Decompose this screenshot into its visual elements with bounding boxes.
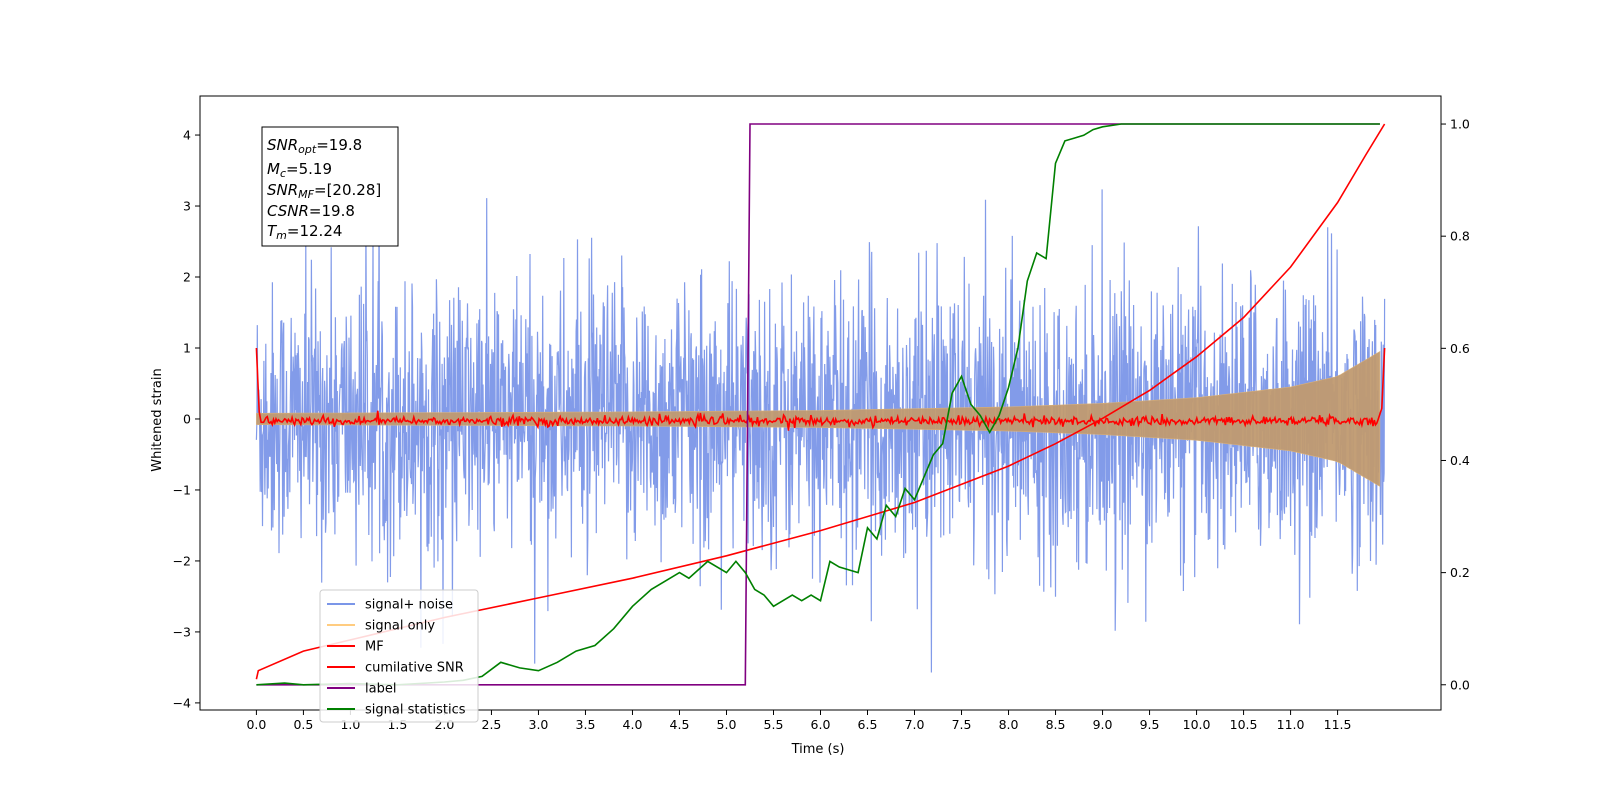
annotation-box: SNRopt=19.8 Mc=5.19 SNRMF=[20.28] CSNR=1… xyxy=(261,126,399,247)
x-tick-label: 2.5 xyxy=(482,717,502,732)
x-tick-label: 11.5 xyxy=(1324,717,1352,732)
x-tick-label: 9.5 xyxy=(1140,717,1160,732)
x-tick-label: 4.0 xyxy=(623,717,643,732)
legend-label: signal statistics xyxy=(365,703,466,718)
y-tick-label: −1 xyxy=(173,482,191,497)
series-signal-only-band xyxy=(256,350,1381,487)
series-mf-line xyxy=(255,347,1386,431)
x-tick-label: 3.0 xyxy=(529,717,549,732)
legend: signal+ noise signal only MF cumilative SNR… xyxy=(319,589,479,723)
x-axis-label: Time (s) xyxy=(791,742,845,757)
y-tick-label: −3 xyxy=(173,624,191,639)
annotation-snr-opt: SNRopt=19.8 xyxy=(267,136,362,156)
x-tick-label: 11.0 xyxy=(1277,717,1305,732)
x-tick-label: 8.5 xyxy=(1046,717,1066,732)
x-tick-label: 3.5 xyxy=(576,717,596,732)
x-tick-label: 0.0 xyxy=(246,717,266,732)
series-signal-noise-line xyxy=(255,162,1386,673)
x-tick-label: 8.0 xyxy=(999,717,1019,732)
legend-label: label xyxy=(365,682,396,697)
y-axis-right: 1.0 0.8 0.6 0.4 0.2 0.0 xyxy=(1441,117,1470,692)
annotation-snr-mf: SNRMF=[20.28] xyxy=(267,181,381,201)
y-tick-label: 2 xyxy=(183,270,191,285)
y2-tick-label: 1.0 xyxy=(1450,117,1470,132)
y-axis-left: 4 3 2 1 0 −1 −2 −3 −4 xyxy=(173,128,200,710)
x-tick-label: 6.0 xyxy=(811,717,831,732)
legend-label: MF xyxy=(365,640,384,655)
x-tick-label: 7.5 xyxy=(952,717,972,732)
x-tick-label: 10.5 xyxy=(1230,717,1258,732)
annotation-mc: Mc=5.19 xyxy=(267,160,332,180)
y2-tick-label: 0.0 xyxy=(1450,677,1470,692)
y-tick-label: −4 xyxy=(173,695,191,710)
legend-label: signal+ noise xyxy=(365,598,453,613)
x-tick-label: 6.5 xyxy=(858,717,878,732)
legend-label: cumilative SNR xyxy=(365,661,464,676)
annotation-tm: Tm=12.24 xyxy=(267,222,342,242)
x-tick-label: 5.5 xyxy=(764,717,784,732)
x-tick-label: 9.0 xyxy=(1093,717,1113,732)
x-tick-label: 7.0 xyxy=(905,717,925,732)
y2-tick-label: 0.8 xyxy=(1450,229,1470,244)
y-tick-label: −2 xyxy=(173,553,191,568)
y2-tick-label: 0.4 xyxy=(1450,453,1470,468)
y-tick-label: 0 xyxy=(183,411,191,426)
y2-tick-label: 0.2 xyxy=(1450,565,1470,580)
x-tick-label: 0.5 xyxy=(293,717,313,732)
x-tick-label: 4.5 xyxy=(670,717,690,732)
y-axis-label: Whitened strain xyxy=(150,368,165,471)
x-tick-label: 5.0 xyxy=(717,717,737,732)
series-signal-statistics-line xyxy=(256,123,1380,686)
y-tick-label: 3 xyxy=(183,199,191,214)
annotation-csnr: CSNR=19.8 xyxy=(267,202,355,220)
plot-area xyxy=(255,123,1386,686)
legend-label: signal only xyxy=(365,619,435,634)
y-tick-label: 4 xyxy=(183,128,191,143)
x-tick-label: 10.0 xyxy=(1183,717,1211,732)
y-tick-label: 1 xyxy=(183,340,191,355)
series-label-line xyxy=(256,123,1380,686)
y2-tick-label: 0.6 xyxy=(1450,341,1470,356)
